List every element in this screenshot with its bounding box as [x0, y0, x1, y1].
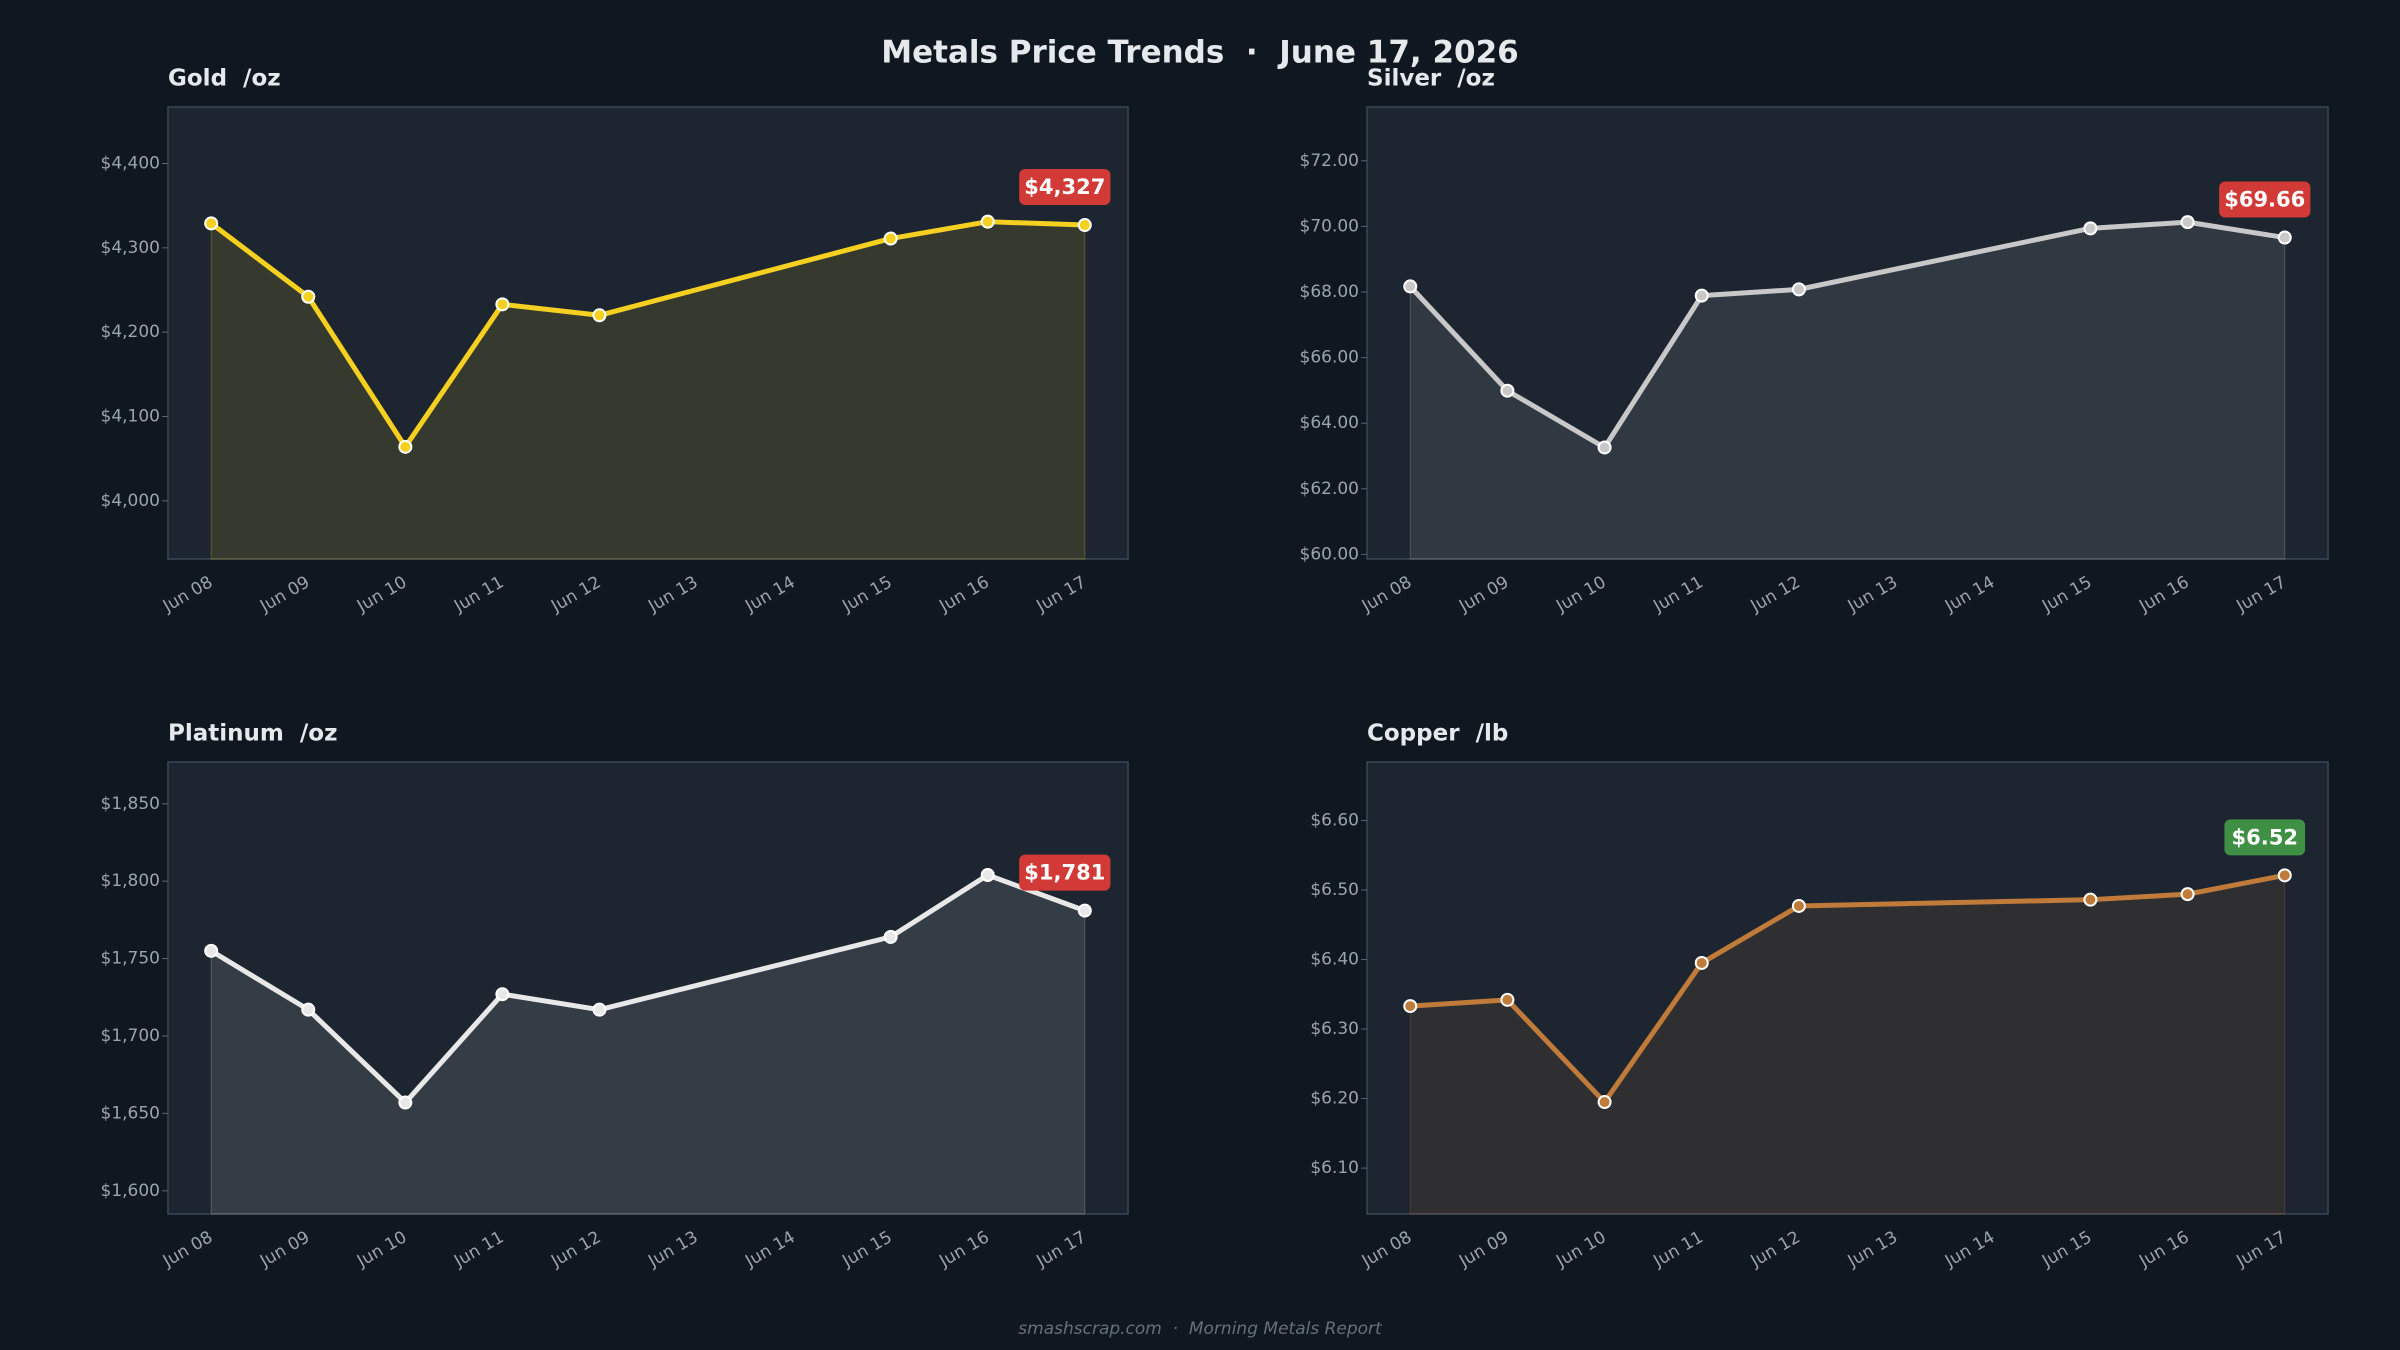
y-tick-label: $64.00 [1300, 413, 1359, 433]
y-tick-label: $6.40 [1310, 949, 1359, 969]
y-tick-label: $72.00 [1300, 151, 1359, 171]
y-tick-label: $6.30 [1310, 1019, 1359, 1039]
chart-panel: Copper /lb $6.10 $6.20 $6.30 $6.40 $6.50 $6.60… [1310, 721, 2329, 1272]
y-tick-label: $62.00 [1300, 479, 1359, 499]
chart-title: Platinum /oz [168, 721, 337, 747]
y-tick-label: $1,600 [101, 1181, 160, 1201]
chart-panel: Platinum /oz $1,600 $1,650 $1,700 $1,750 $1,8… [101, 721, 1129, 1272]
y-tick-label: $1,650 [101, 1103, 160, 1123]
point [980, 214, 995, 229]
point [883, 929, 898, 944]
point [592, 308, 607, 323]
plot-area [1366, 761, 2329, 1215]
point [1694, 955, 1709, 970]
point [1694, 288, 1709, 303]
plot-area [1366, 106, 2329, 560]
line [209, 219, 1085, 450]
chart-title: Silver /oz [1367, 66, 1495, 92]
point [592, 1002, 607, 1017]
point [1791, 282, 1806, 297]
value-label: $6.52 [2232, 825, 2298, 849]
chart-title: Copper /lb [1367, 721, 1508, 747]
point [1791, 898, 1806, 913]
y-tick-label: $6.50 [1310, 880, 1359, 900]
point [1597, 1095, 1612, 1110]
point [1403, 999, 1418, 1014]
point [1077, 903, 1092, 918]
point [301, 1002, 316, 1017]
y-tick-label: $70.00 [1300, 216, 1359, 236]
plot-area [167, 106, 1129, 560]
point [2180, 215, 2195, 230]
y-tick-label: $4,100 [101, 406, 160, 426]
point [2277, 868, 2292, 883]
point [1077, 218, 1092, 233]
point [2083, 892, 2098, 907]
y-tick-label: $1,750 [101, 949, 160, 969]
plot-area [167, 761, 1129, 1215]
y-tick-label: $66.00 [1300, 348, 1359, 368]
page-title: Metals Price Trends · June 17, 2026 [881, 35, 1519, 71]
point [495, 987, 510, 1002]
point [2083, 221, 2098, 236]
chart-title: Gold /oz [168, 66, 281, 92]
point [1500, 992, 1515, 1007]
y-tick-label: $1,800 [101, 871, 160, 891]
value-badge [2219, 181, 2311, 218]
point [398, 1095, 413, 1110]
y-tick-label: $4,300 [101, 238, 160, 258]
value-label: $4,327 [1024, 175, 1105, 199]
point [204, 943, 219, 958]
line [209, 872, 1086, 1106]
y-tick-label: $68.00 [1300, 282, 1359, 302]
y-tick-label: $6.20 [1310, 1089, 1359, 1109]
point [1597, 440, 1612, 455]
point [204, 216, 219, 231]
point [2277, 230, 2292, 245]
line [1408, 219, 2286, 450]
y-tick-label: $4,200 [101, 322, 160, 342]
value-badge [1019, 854, 1111, 891]
footer: smashscrap.com · Morning Metals Report [1018, 1319, 1383, 1339]
chart-panel: Gold /oz$4,000$4,100$4,200$4,300$4,400Ju… [101, 66, 1129, 617]
y-tick-label: $6.10 [1310, 1158, 1359, 1178]
y-tick-label: $4,400 [101, 154, 160, 174]
value-label: $69.66 [2224, 188, 2305, 212]
value-badge [1019, 169, 1111, 206]
point [980, 868, 995, 882]
point [1403, 279, 1418, 294]
y-tick-label: $60.00 [1300, 544, 1359, 564]
point [1500, 383, 1515, 398]
y-tick-label: $1,850 [101, 794, 160, 814]
line [1410, 872, 2286, 1105]
point [398, 439, 413, 454]
y-tick-label: $4,000 [101, 491, 160, 511]
chart-panel: Silver /oz $60.00 $62.00 $64.00 $66.00 $68.00… [1300, 66, 2329, 617]
point [301, 289, 316, 304]
point [2180, 887, 2195, 902]
y-tick-label: $1,700 [101, 1026, 160, 1046]
value-badge [2224, 819, 2306, 856]
point [883, 231, 898, 246]
value-label: $1,781 [1024, 861, 1105, 885]
point [495, 297, 510, 312]
y-tick-label: $6.60 [1310, 810, 1359, 830]
